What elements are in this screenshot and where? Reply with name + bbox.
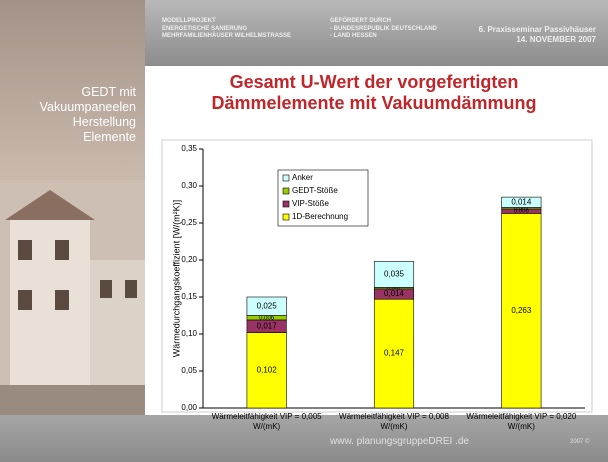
legend-swatch [283,214,289,220]
legend-swatch [283,188,289,194]
value-label: 0,102 [257,365,278,374]
value-label: 0,147 [384,349,405,358]
y-tick-label: 0,05 [181,366,197,375]
y-axis-label: Wärmedurchgangskoeffizient [W/(m²K)] [171,200,181,357]
y-tick-label: 0,25 [181,218,197,227]
value-label: 0,006 [259,315,275,321]
x-tick-label: Wärmeleitfähigkeit VIP = 0,008 W/(mK) [334,412,454,432]
x-tick-label: Wärmeleitfähigkeit VIP = 0,005 W/(mK) [207,412,327,432]
value-label: 0,035 [384,270,405,279]
value-label: 0,014 [511,197,532,206]
y-tick-label: 0,35 [181,144,197,153]
value-label: 0,025 [257,301,278,310]
legend-label: 1D-Berechnung [292,212,348,221]
legend-label: VIP-Stöße [292,199,329,208]
chart: 0,00 0,05 0,10 0,15 0,20 0,25 0,30 0,35 Wärmedur… [0,0,608,462]
y-tick-label: 0,20 [181,255,197,264]
slide: MODELLPROJEKT ENERGETISCHE SANIERUNG MEH… [0,0,608,462]
legend-label: Anker [292,173,313,182]
y-tick-label: 0,00 [181,403,197,412]
value-label: 0,017 [257,321,278,330]
legend-label: GEDT-Stöße [292,186,338,195]
legend-swatch [283,175,289,181]
y-tick-label: 0,30 [181,181,197,190]
legend-swatch [283,201,289,207]
x-tick-label: Wärmeleitfähigkeit VIP = 0,020 W/(mK) [461,412,581,432]
y-tick-label: 0,10 [181,329,197,338]
value-label: 0,263 [511,306,532,315]
y-tick-label: 0,15 [181,292,197,301]
